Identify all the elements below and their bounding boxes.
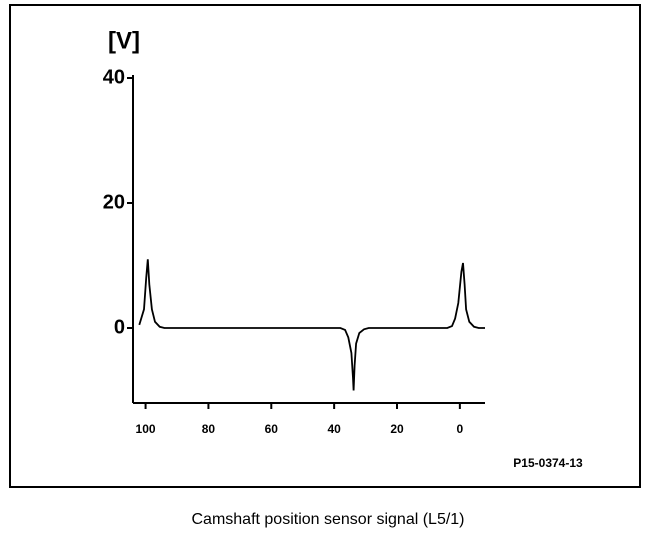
figure-code: P15-0374-13 <box>513 456 583 470</box>
frame <box>9 4 641 488</box>
x-tick-label: 40 <box>327 422 341 436</box>
x-tick-label: 0 <box>457 422 464 436</box>
signal-line <box>138 259 485 391</box>
caption: Camshaft position sensor signal (L5/1) <box>191 511 464 528</box>
y-tick-label: 20 <box>103 191 125 213</box>
x-tick-label: 20 <box>390 422 404 436</box>
y-tick-label: 0 <box>114 316 125 338</box>
x-tick-label: 100 <box>136 422 156 436</box>
y-tick-label: 40 <box>103 66 125 88</box>
y-axis-label: [V] <box>108 27 140 54</box>
x-tick-label: 60 <box>265 422 279 436</box>
x-tick-label: 80 <box>202 422 216 436</box>
